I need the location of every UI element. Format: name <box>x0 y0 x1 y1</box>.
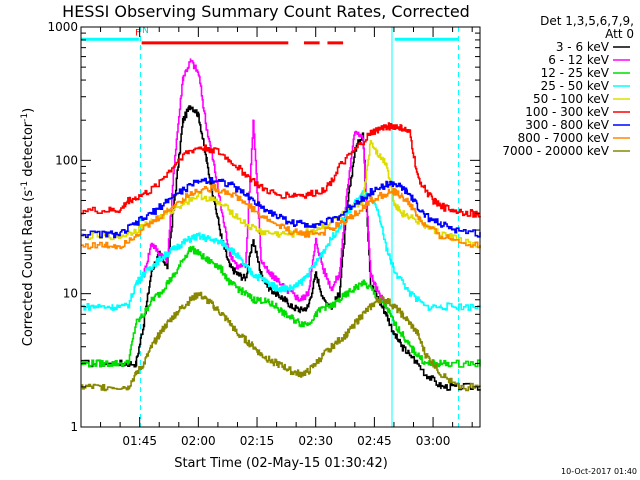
series-line-3 <box>81 190 481 311</box>
x-tick-label: 02:15 <box>240 434 275 448</box>
legend-label: 50 - 100 keV <box>533 92 610 106</box>
y-axis-label: Corrected Count Rate (s-1 detector-1) <box>20 108 36 346</box>
legend-label: 12 - 25 keV <box>541 66 610 80</box>
x-axis: 01:45 02:00 02:15 02:30 02:45 03:00 <box>100 27 473 448</box>
legend-label: 100 - 300 keV <box>525 105 609 119</box>
series-line-8 <box>81 291 481 392</box>
legend-label: 25 - 50 keV <box>541 79 610 93</box>
legend-header-detectors: Det 1,3,5,6,7,9, <box>540 14 634 28</box>
y-tick-label: 1 <box>70 420 78 434</box>
flag-letter-0: F <box>135 29 140 39</box>
x-tick-label: 03:00 <box>416 434 451 448</box>
legend-label: 300 - 800 keV <box>525 118 609 132</box>
x-axis-label: Start Time (02-May-15 01:30:42) <box>174 456 388 471</box>
plot-frame <box>80 26 481 428</box>
series-line-2 <box>81 245 481 368</box>
legend-header-attenuator: Att 0 <box>605 27 634 41</box>
series-line-6 <box>81 177 481 239</box>
legend-label: 7000 - 20000 keV <box>502 144 609 158</box>
y-tick-label: 10 <box>63 287 78 301</box>
series-line-5 <box>81 122 481 218</box>
x-tick-label: 02:00 <box>181 434 216 448</box>
y-tick-label: 100 <box>55 153 78 167</box>
flag-letter-1: N <box>142 26 149 36</box>
series-line-0 <box>81 105 481 391</box>
x-tick-label: 02:45 <box>357 434 392 448</box>
series-line-7 <box>81 183 481 250</box>
legend-label: 3 - 6 keV <box>556 40 610 54</box>
series-line-1 <box>143 58 387 310</box>
y-axis: 1 10 100 1000 <box>47 20 480 434</box>
plot-timestamp: 10-Oct-2017 01:40 <box>561 467 637 476</box>
legend-label: 6 - 12 keV <box>548 53 610 67</box>
chart-title: HESSI Observing Summary Count Rates, Cor… <box>62 2 470 21</box>
legend-label: 800 - 7000 keV <box>518 131 610 145</box>
x-tick-label: 02:30 <box>298 434 333 448</box>
x-tick-label: 01:45 <box>122 434 157 448</box>
y-tick-label: 1000 <box>47 20 78 34</box>
